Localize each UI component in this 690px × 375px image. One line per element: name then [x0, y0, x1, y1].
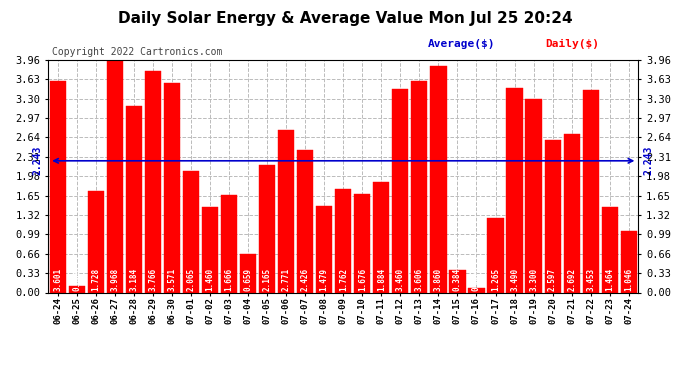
Text: 1.728: 1.728: [91, 268, 100, 291]
Bar: [373, 182, 389, 292]
Bar: [526, 99, 542, 292]
Text: 2.771: 2.771: [282, 268, 290, 291]
Bar: [620, 231, 637, 292]
Text: Daily($): Daily($): [545, 39, 599, 50]
Text: 2.243: 2.243: [644, 146, 654, 176]
Bar: [107, 60, 123, 292]
Bar: [145, 71, 161, 292]
Bar: [487, 218, 504, 292]
Text: 1.479: 1.479: [319, 268, 328, 291]
Bar: [602, 207, 618, 292]
Text: 1.676: 1.676: [358, 268, 367, 291]
Text: 3.606: 3.606: [415, 268, 424, 291]
Bar: [335, 189, 351, 292]
Text: 2.243: 2.243: [32, 146, 43, 176]
Bar: [88, 191, 104, 292]
Bar: [469, 288, 484, 292]
Text: 1.265: 1.265: [491, 268, 500, 291]
Bar: [164, 83, 180, 292]
Text: 3.571: 3.571: [168, 268, 177, 291]
Bar: [411, 81, 428, 292]
Bar: [354, 194, 371, 292]
Text: 1.884: 1.884: [377, 268, 386, 291]
Text: 1.666: 1.666: [224, 268, 234, 291]
Bar: [278, 130, 294, 292]
Text: 3.860: 3.860: [434, 268, 443, 291]
Text: 2.165: 2.165: [263, 268, 272, 291]
Text: Daily Solar Energy & Average Value Mon Jul 25 20:24: Daily Solar Energy & Average Value Mon J…: [118, 11, 572, 26]
Text: 2.426: 2.426: [301, 268, 310, 291]
Bar: [259, 165, 275, 292]
Text: 3.766: 3.766: [148, 268, 157, 291]
Bar: [183, 171, 199, 292]
Text: Copyright 2022 Cartronics.com: Copyright 2022 Cartronics.com: [52, 47, 222, 57]
Bar: [564, 135, 580, 292]
Text: 1.762: 1.762: [339, 268, 348, 291]
Bar: [297, 150, 313, 292]
Text: 2.692: 2.692: [567, 268, 576, 291]
Text: 0.114: 0.114: [72, 268, 81, 291]
Bar: [69, 286, 85, 292]
Text: 3.184: 3.184: [130, 268, 139, 291]
Bar: [582, 90, 599, 292]
Text: 0.384: 0.384: [453, 268, 462, 291]
Bar: [506, 88, 522, 292]
Bar: [393, 89, 408, 292]
Text: 1.460: 1.460: [206, 268, 215, 291]
Bar: [202, 207, 218, 292]
Text: 3.300: 3.300: [529, 268, 538, 291]
Bar: [316, 206, 333, 292]
Bar: [240, 254, 256, 292]
Bar: [50, 81, 66, 292]
Text: 3.968: 3.968: [110, 268, 119, 291]
Text: 0.084: 0.084: [472, 268, 481, 291]
Text: 3.453: 3.453: [586, 268, 595, 291]
Text: 1.046: 1.046: [624, 268, 633, 291]
Text: 3.601: 3.601: [53, 268, 62, 291]
Bar: [221, 195, 237, 292]
Text: 1.464: 1.464: [605, 268, 614, 291]
Bar: [431, 66, 446, 292]
Text: 2.065: 2.065: [186, 268, 195, 291]
Text: 3.460: 3.460: [396, 268, 405, 291]
Text: 0.659: 0.659: [244, 268, 253, 291]
Text: 2.597: 2.597: [548, 268, 557, 291]
Bar: [449, 270, 466, 292]
Bar: [544, 140, 561, 292]
Text: Average($): Average($): [428, 39, 495, 50]
Text: 3.490: 3.490: [510, 268, 519, 291]
Bar: [126, 105, 142, 292]
